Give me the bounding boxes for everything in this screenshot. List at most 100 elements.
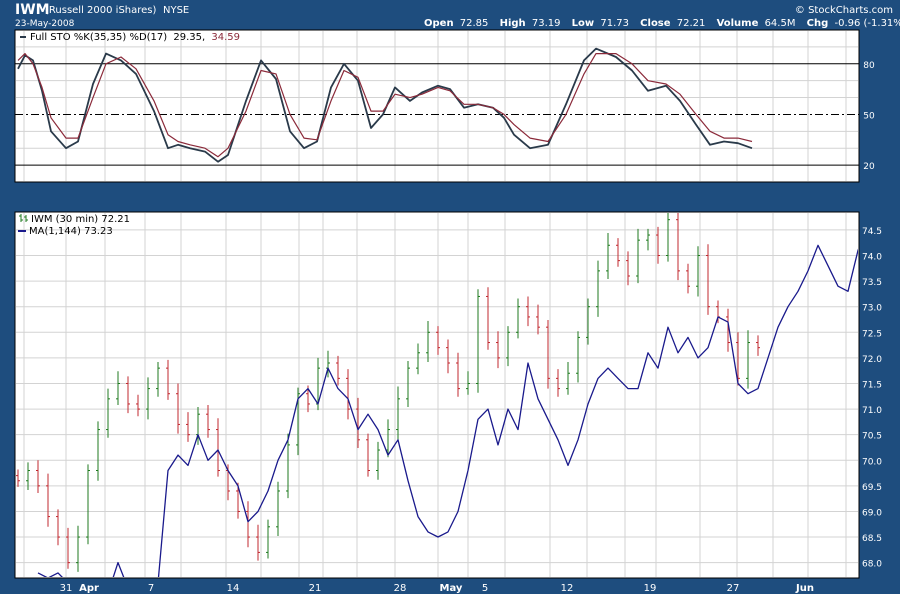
close-label: Close <box>640 18 671 29</box>
ohlc-bar <box>546 320 550 389</box>
ohlc-bar <box>126 376 130 414</box>
stoch-ytick-label: 50 <box>863 111 875 121</box>
ohlc-bar <box>156 361 160 397</box>
ohlc-bar <box>56 509 60 546</box>
ohlc-bar <box>576 331 580 383</box>
symbol-name: (Russell 2000 iShares) <box>45 5 157 16</box>
stoch-ytick-label: 20 <box>863 162 875 172</box>
ohlc-bar <box>566 361 570 395</box>
stoch-d-line <box>17 52 753 158</box>
ohlc-bar <box>96 421 100 481</box>
ohlc-bar <box>376 441 380 480</box>
price-ytick-label: 73.0 <box>862 304 882 314</box>
ohlc-bar <box>396 386 400 440</box>
symbol-label: IWM <box>15 2 50 18</box>
ohlc-bar <box>406 360 410 408</box>
ohlc-bar <box>446 339 450 374</box>
exchange-label: NYSE <box>163 5 189 16</box>
price-ytick-label: 69.5 <box>862 483 882 493</box>
ohlc-bar <box>636 228 640 284</box>
ohlc-bar <box>86 464 90 545</box>
low-label: Low <box>572 18 594 29</box>
ohlc-bar <box>496 331 500 369</box>
price-ytick-label: 69.0 <box>862 508 882 518</box>
ohlc-bar <box>336 355 340 386</box>
stoch-k-value: 29.35, <box>173 32 205 43</box>
price-ytick-label: 72.5 <box>862 329 882 339</box>
chart-date: 23-May-2008 <box>15 19 75 29</box>
stoch-plot-area <box>14 29 860 183</box>
x-tick-label: 7 <box>148 583 154 594</box>
ohlc-bar <box>136 394 140 417</box>
price-ytick-label: 73.5 <box>862 278 882 288</box>
ohlc-bar <box>596 260 600 317</box>
ohlc-bar <box>556 369 560 397</box>
ohlc-bar <box>366 433 370 477</box>
ohlc-bar <box>486 287 490 350</box>
ohlc-bar <box>436 326 440 355</box>
ohlc-bar <box>76 525 80 572</box>
x-tick-label: Jun <box>795 583 814 594</box>
ohlc-bar <box>306 385 310 413</box>
ohlc-bar <box>176 383 180 434</box>
high-value: 73.19 <box>532 18 561 29</box>
ohlc-bar <box>106 388 110 438</box>
ohlc-bar <box>426 321 430 362</box>
price-series-group <box>16 213 858 577</box>
ohlc-bar <box>146 377 150 420</box>
x-tick-label: 19 <box>644 583 657 594</box>
ohlc-bar <box>276 481 280 537</box>
x-tick-label: May <box>440 583 463 594</box>
ohlc-bar <box>206 404 210 438</box>
open-value: 72.85 <box>460 18 489 29</box>
price-legend-text: IWM (30 min) 72.21 <box>31 214 130 225</box>
volume-label: Volume <box>717 18 759 29</box>
ohlc-legend-icon <box>19 214 28 222</box>
price-ytick-label: 74.0 <box>862 253 882 263</box>
chg-label: Chg <box>807 18 829 29</box>
ohlc-bar <box>36 460 40 494</box>
x-tick-label: 21 <box>309 583 322 594</box>
ohlc-bar <box>626 251 630 286</box>
x-tick-label: 5 <box>482 583 488 594</box>
price-ytick-label: 70.5 <box>862 432 882 442</box>
ohlc-bar <box>696 246 700 297</box>
ohlc-bar <box>456 352 460 397</box>
ohlc-bar <box>116 371 120 405</box>
brand-watermark[interactable]: © StockCharts.com <box>795 5 893 16</box>
price-ytick-label: 71.5 <box>862 380 882 390</box>
price-ytick-label: 72.0 <box>862 355 882 365</box>
ohlc-bar <box>756 335 760 356</box>
ohlc-bar <box>236 482 240 519</box>
x-tick-label: 28 <box>394 583 407 594</box>
ohlc-bar <box>266 519 270 559</box>
price-ytick-label: 71.0 <box>862 406 882 416</box>
price-ytick-label: 68.0 <box>862 560 882 570</box>
ohlc-bar <box>606 232 610 280</box>
ohlc-bar <box>646 228 650 251</box>
stochastic-panel: 80 50 20 <box>14 29 875 183</box>
ohlc-bar <box>476 289 480 393</box>
ohlc-bar <box>286 433 290 499</box>
ohlc-bar <box>346 369 350 420</box>
high-label: High <box>500 18 526 29</box>
close-value: 72.21 <box>677 18 706 29</box>
ohlc-bar <box>736 332 740 386</box>
stoch-legend-text: Full STO %K(35,35) %D(17) 29.35, 34.59 <box>30 32 240 43</box>
ohlc-readout: Open 72.85 High 73.19 Low 71.73 Close 72… <box>424 18 900 29</box>
stoch-d-value: 34.59 <box>211 32 240 43</box>
x-tick-label: Apr <box>79 583 99 594</box>
ohlc-bar <box>526 296 530 327</box>
ohlc-bar <box>466 371 470 395</box>
price-ytick-label: 70.0 <box>862 457 882 467</box>
stochastic-legend: Full STO %K(35,35) %D(17) 29.35, 34.59 <box>20 32 240 43</box>
ohlc-bar <box>26 462 30 490</box>
ohlc-bar <box>616 238 620 267</box>
chg-value: -0.96 (-1.31%) <box>834 18 900 29</box>
ohlc-bar <box>246 501 250 548</box>
ohlc-bar <box>16 469 20 487</box>
stoch-legend-prefix: Full STO %K(35,35) %D(17) <box>30 32 167 43</box>
ohlc-bar <box>536 304 540 335</box>
price-legend: IWM (30 min) 72.21 MA(1,144) 73.23 <box>18 214 130 237</box>
